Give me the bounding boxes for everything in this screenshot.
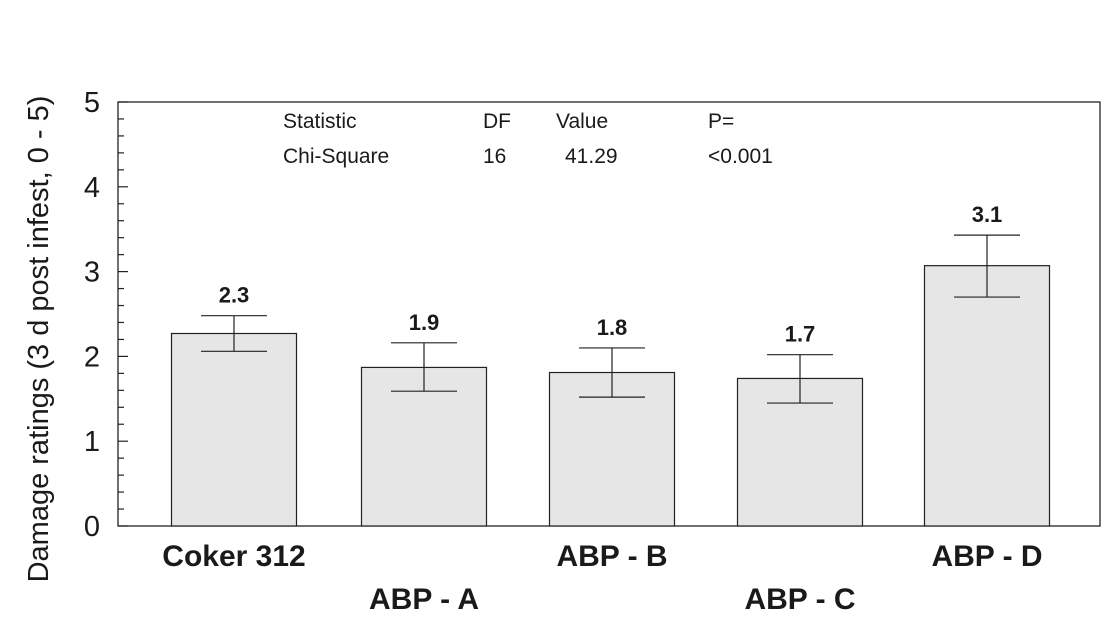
stats-header-value: Value [556, 110, 608, 133]
data-label: 3.1 [972, 202, 1003, 227]
stats-row-df: 16 [483, 145, 506, 168]
y-tick-label: 5 [84, 87, 100, 119]
bar [923, 265, 1051, 527]
data-label: 1.9 [409, 310, 440, 335]
stats-header-p: P= [708, 110, 734, 133]
stats-header-df: DF [483, 110, 511, 133]
stats-row-value: 41.29 [565, 145, 618, 168]
bar [170, 332, 298, 527]
stats-row-statistic: Chi-Square [283, 145, 389, 168]
data-label: 1.7 [785, 322, 816, 347]
y-tick-label: 1 [84, 426, 100, 458]
x-tick-label: ABP - C [744, 583, 855, 616]
y-tick-label: 4 [84, 172, 100, 204]
stats-header-statistic: Statistic [283, 110, 357, 133]
bar [360, 366, 488, 527]
x-tick-label: ABP - A [369, 583, 479, 616]
y-tick-label: 3 [84, 257, 100, 289]
data-label: 2.3 [219, 283, 250, 308]
y-tick-label: 0 [84, 511, 100, 543]
plot-area: 0 1 2 3 4 5 2.3 Coker 312 1.9 ABP - A 1.8 ABP - B 1.… [84, 87, 1101, 616]
stats-row-p: <0.001 [708, 145, 773, 168]
statistics-table: Statistic DF Value P= Chi-Square 16 41.2… [283, 110, 773, 168]
x-tick-label: ABP - D [931, 540, 1042, 573]
x-tick-label: Coker 312 [162, 540, 305, 573]
y-tick-label: 2 [84, 341, 100, 373]
data-label: 1.8 [597, 315, 628, 340]
x-tick-label: ABP - B [556, 540, 667, 573]
y-axis-label: Damage ratings (3 d post infest, 0 - 5) [23, 96, 55, 583]
bar [548, 371, 676, 527]
